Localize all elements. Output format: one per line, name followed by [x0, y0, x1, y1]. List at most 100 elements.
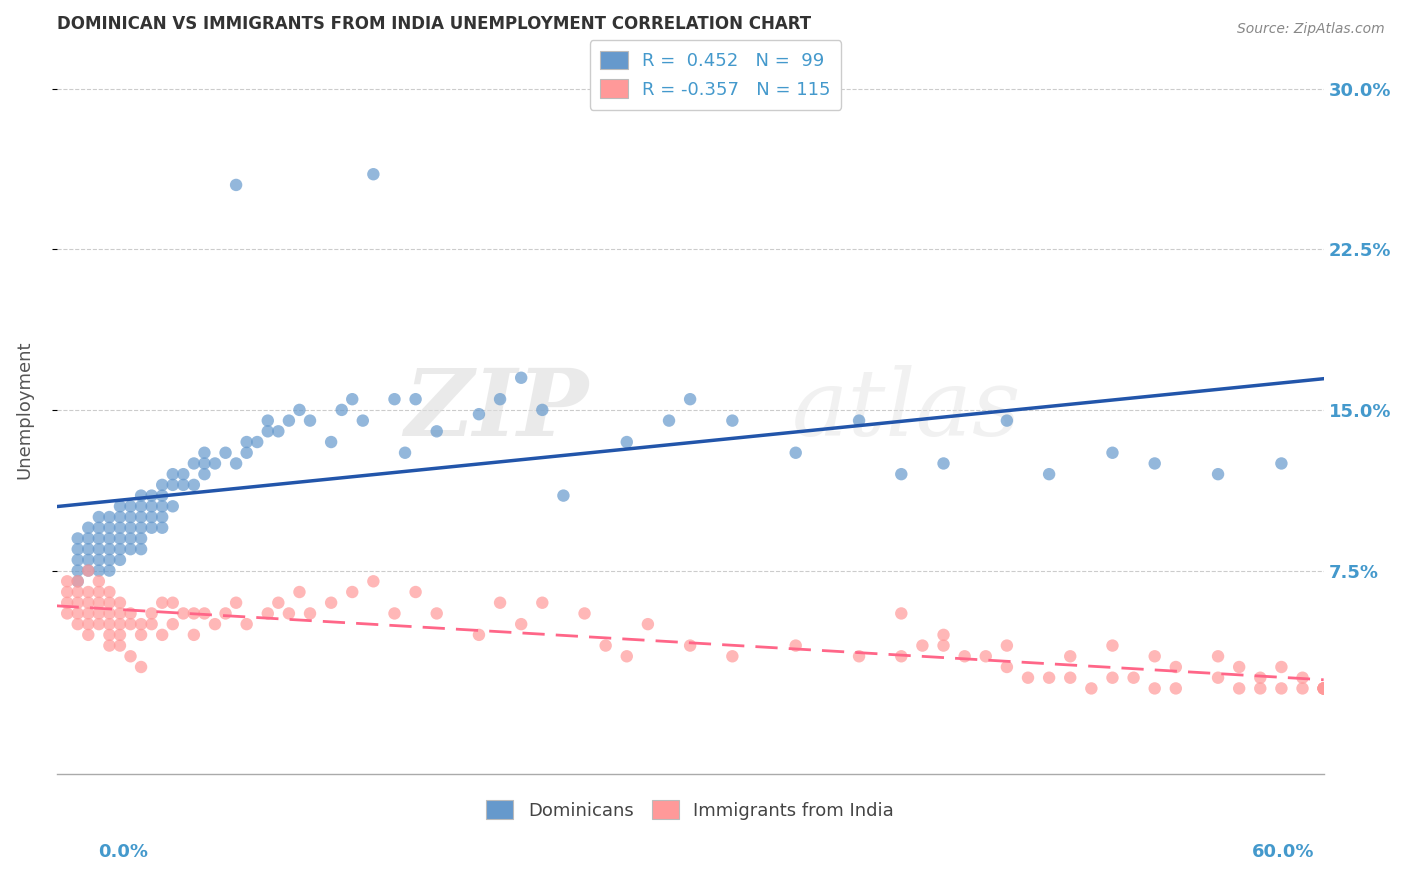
Point: [267, 425, 290, 439]
Point: [129, 660, 152, 674]
Point: [1312, 681, 1334, 696]
Point: [108, 553, 131, 567]
Point: [162, 500, 184, 514]
Point: [1143, 681, 1166, 696]
Point: [150, 596, 173, 610]
Text: 60.0%: 60.0%: [1253, 843, 1315, 861]
Point: [953, 649, 976, 664]
Point: [531, 596, 554, 610]
Point: [193, 607, 215, 621]
Point: [98, 585, 121, 599]
Point: [352, 414, 374, 428]
Point: [298, 607, 321, 621]
Point: [87, 596, 110, 610]
Point: [129, 500, 152, 514]
Point: [214, 607, 236, 621]
Point: [1101, 446, 1123, 460]
Text: 0.0%: 0.0%: [98, 843, 149, 861]
Point: [150, 500, 173, 514]
Point: [225, 178, 247, 192]
Point: [785, 639, 807, 653]
Point: [66, 564, 89, 578]
Point: [87, 532, 110, 546]
Point: [267, 596, 290, 610]
Point: [204, 457, 226, 471]
Point: [679, 392, 702, 407]
Point: [277, 414, 299, 428]
Point: [87, 585, 110, 599]
Point: [108, 510, 131, 524]
Point: [489, 392, 512, 407]
Point: [87, 564, 110, 578]
Point: [384, 607, 406, 621]
Point: [108, 596, 131, 610]
Point: [98, 510, 121, 524]
Point: [141, 521, 163, 535]
Point: [66, 574, 89, 589]
Point: [1017, 671, 1039, 685]
Point: [129, 521, 152, 535]
Point: [56, 607, 79, 621]
Text: ZIP: ZIP: [405, 365, 589, 455]
Point: [1101, 639, 1123, 653]
Point: [87, 607, 110, 621]
Point: [150, 521, 173, 535]
Point: [510, 617, 533, 632]
Point: [235, 435, 257, 450]
Point: [98, 639, 121, 653]
Point: [616, 435, 638, 450]
Point: [98, 607, 121, 621]
Point: [204, 617, 226, 632]
Point: [911, 639, 934, 653]
Point: [1206, 649, 1229, 664]
Point: [98, 521, 121, 535]
Point: [405, 392, 427, 407]
Point: [150, 489, 173, 503]
Point: [510, 370, 533, 384]
Point: [1080, 681, 1102, 696]
Point: [489, 596, 512, 610]
Point: [225, 457, 247, 471]
Point: [468, 407, 491, 421]
Point: [87, 521, 110, 535]
Point: [531, 403, 554, 417]
Point: [162, 596, 184, 610]
Point: [108, 500, 131, 514]
Point: [1291, 671, 1313, 685]
Point: [1249, 681, 1271, 696]
Point: [721, 649, 744, 664]
Point: [77, 564, 100, 578]
Point: [848, 414, 870, 428]
Point: [193, 467, 215, 482]
Point: [87, 553, 110, 567]
Point: [1143, 649, 1166, 664]
Point: [637, 617, 659, 632]
Point: [66, 585, 89, 599]
Point: [108, 542, 131, 557]
Point: [330, 403, 353, 417]
Point: [785, 446, 807, 460]
Point: [214, 446, 236, 460]
Point: [120, 532, 142, 546]
Point: [225, 596, 247, 610]
Point: [1038, 467, 1060, 482]
Point: [1143, 457, 1166, 471]
Point: [98, 542, 121, 557]
Point: [1312, 681, 1334, 696]
Point: [129, 542, 152, 557]
Point: [162, 617, 184, 632]
Point: [183, 478, 205, 492]
Point: [1312, 681, 1334, 696]
Point: [141, 607, 163, 621]
Text: atlas: atlas: [792, 365, 1021, 455]
Point: [66, 542, 89, 557]
Point: [129, 532, 152, 546]
Point: [98, 532, 121, 546]
Point: [235, 617, 257, 632]
Point: [172, 467, 194, 482]
Point: [193, 446, 215, 460]
Point: [1270, 681, 1292, 696]
Point: [995, 639, 1018, 653]
Point: [183, 457, 205, 471]
Point: [405, 585, 427, 599]
